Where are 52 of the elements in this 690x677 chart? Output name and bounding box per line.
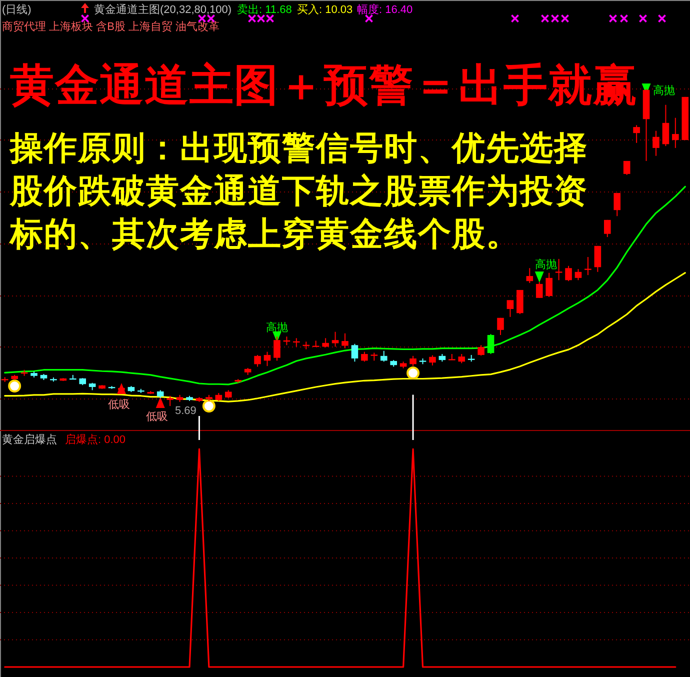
annotation: 5.69 [175, 405, 196, 417]
annotation: 高抛 [653, 84, 675, 97]
candlestick [574, 268, 582, 281]
candlestick [594, 245, 602, 272]
candlestick [458, 354, 466, 364]
annotation: 高抛 [266, 321, 288, 334]
point [202, 400, 216, 412]
candlestick [652, 130, 660, 156]
annotation: 低吸 [108, 399, 130, 411]
text: 卖出: 11.68 [237, 3, 292, 16]
candlestick [546, 272, 552, 298]
text: 启爆点: 0.00 [65, 433, 126, 446]
candlestick [322, 338, 329, 348]
chart-title: 黄金通道主图＋预警＝出手就赢 [10, 61, 637, 110]
candlestick [604, 219, 611, 238]
text: 黄金通道主图(20,32,80,100) [94, 3, 232, 16]
candlestick [565, 265, 572, 282]
candlestick [380, 350, 388, 362]
candlestick [264, 351, 271, 367]
point [8, 380, 22, 393]
candlestick [555, 258, 562, 281]
candlestick [429, 354, 436, 366]
text: (日线) [2, 3, 32, 16]
candlestick [361, 351, 368, 362]
candlestick [672, 117, 679, 148]
candlestick [497, 317, 504, 336]
subtitle: 操作原则：出现预警信号时、优先选择股价跌破黄金通道下轨之股票作为投资标的、其次考虑上穿黄金线个股。 [10, 127, 589, 255]
point [534, 271, 544, 282]
candlestick [614, 192, 621, 217]
candlestick [662, 104, 670, 147]
candlestick [254, 354, 261, 368]
candlestick [633, 124, 640, 144]
candlestick [506, 300, 514, 318]
candlestick [351, 343, 358, 362]
annotation: 高抛 [535, 258, 557, 271]
candlestick [516, 289, 524, 315]
text: 买入: 10.03 [297, 3, 353, 16]
candlestick [623, 160, 630, 176]
candlestick [342, 332, 348, 349]
text: 商贸代理 上海板块 含B股 上海自贸 油气改革 [2, 20, 220, 33]
candlestick [410, 355, 416, 367]
point [406, 366, 420, 380]
candlestick [332, 331, 339, 348]
text: 幅度: 16.40 [357, 3, 413, 16]
chart-title: 黄金启爆点 [2, 433, 57, 446]
candlestick [487, 334, 494, 355]
candlestick [526, 268, 534, 284]
text: 低吸 [146, 411, 168, 423]
candlestick [166, 395, 174, 406]
candlestick [584, 256, 592, 276]
point [156, 397, 165, 408]
candlestick [478, 344, 484, 356]
